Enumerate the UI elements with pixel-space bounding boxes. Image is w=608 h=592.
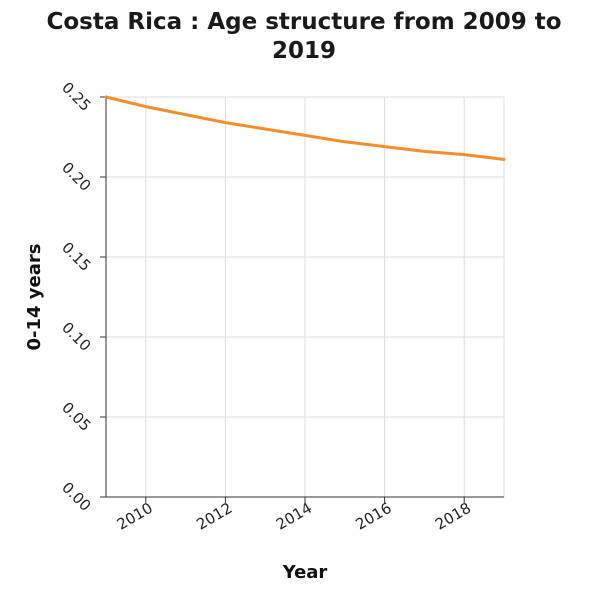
y-tick-label: 0.05 [58, 398, 94, 434]
chart-title-line-1: Costa Rica : Age structure from 2009 to [46, 9, 562, 35]
y-tick-label: 0.10 [58, 318, 94, 354]
axes [100, 96, 504, 503]
y-tick-label: 0.25 [58, 78, 94, 114]
series-line [104, 95, 506, 161]
x-tick-label: 2016 [353, 499, 395, 534]
chart-title: Costa Rica : Age structure from 2009 to … [0, 8, 608, 66]
chart-title-line-2: 2019 [271, 38, 336, 64]
x-tick-label: 2018 [432, 499, 474, 534]
grid-lines [105, 96, 505, 498]
tick-labels: 0.00 0.05 0.10 0.15 0.20 0.25 2010 2012 2014 2016… [58, 78, 474, 533]
y-axis-label: 0-14 years [24, 244, 45, 351]
y-tick-label: 0.00 [58, 478, 94, 514]
x-axis-label: Year [282, 562, 328, 583]
series-group [104, 95, 506, 161]
y-tick-label: 0.15 [58, 238, 94, 274]
x-tick-label: 2012 [193, 499, 235, 534]
y-tick-label: 0.20 [58, 158, 94, 194]
x-tick-label: 2014 [273, 499, 315, 534]
x-tick-label: 2010 [114, 499, 156, 534]
